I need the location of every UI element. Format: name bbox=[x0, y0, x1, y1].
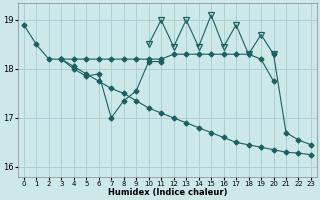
X-axis label: Humidex (Indice chaleur): Humidex (Indice chaleur) bbox=[108, 188, 227, 197]
